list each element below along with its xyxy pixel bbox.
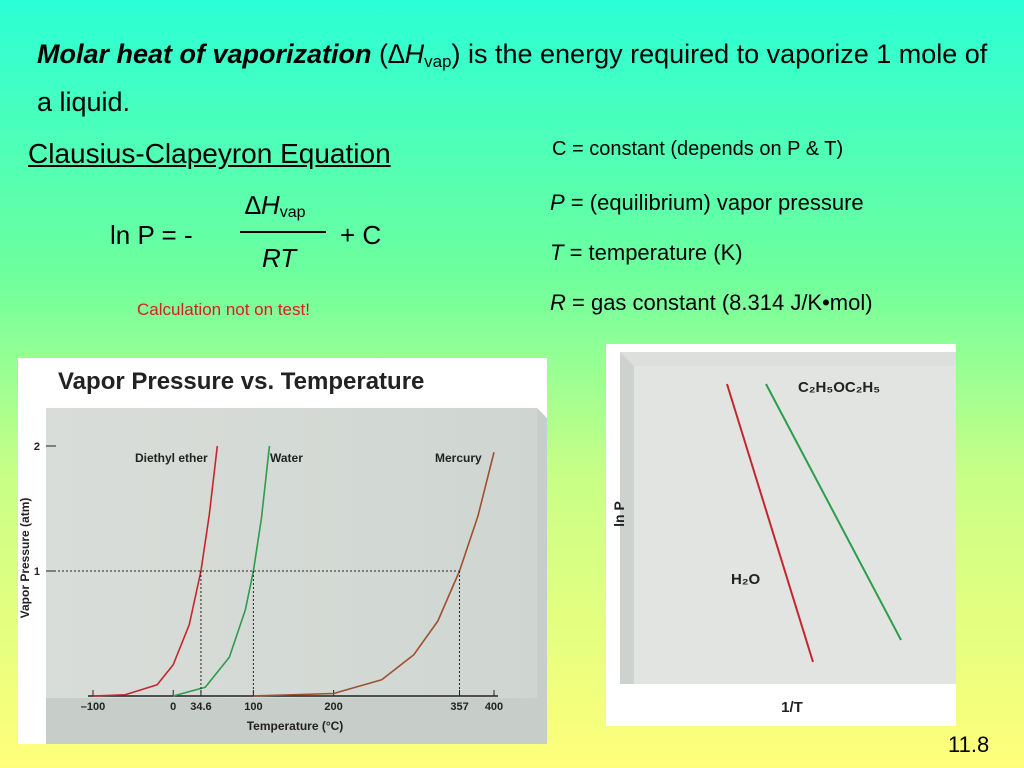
definition-t: T = temperature (K) (550, 240, 743, 266)
definition-symbol: R (550, 290, 566, 315)
series-line-0 (765, 383, 902, 641)
chart-title: Vapor Pressure vs. Temperature (58, 368, 424, 395)
series-label-water: Water (270, 451, 303, 465)
x-tick-label: 0 (170, 701, 176, 713)
x-tick-label: –100 (81, 701, 105, 713)
series-label-water: H₂O (731, 571, 760, 588)
y-tick-label: 2 (34, 441, 40, 453)
equation-title: Clausius-Clapeyron Equation (28, 138, 391, 169)
definition-symbol: T (550, 240, 564, 265)
slide-number: 11.8 (948, 732, 990, 757)
series-line-1 (726, 383, 814, 663)
clausius-clapeyron-equation: ln P = - ∆Hvap RT + C (110, 190, 420, 280)
x-tick-label: 100 (244, 701, 262, 713)
y-tick-label: 1 (34, 566, 40, 578)
equation-rhs: + C (340, 220, 382, 250)
series-line-1 (172, 445, 271, 697)
x-tick-label: 357 (450, 701, 468, 713)
x-tick-label: 34.6 (190, 701, 211, 713)
vapor-pressure-chart: Vapor Pressure vs. Temperature –100 0 34.6… (18, 358, 547, 744)
definition-text: = temperature (K) (563, 240, 743, 265)
definition-r: R = gas constant (8.314 J/K•mol) (550, 290, 873, 316)
equation-numerator-symbol: ∆H (245, 190, 280, 220)
definition-symbol: P (550, 190, 565, 215)
constant-note: C = constant (depends on P & T) (552, 138, 844, 160)
x-axis-label: Temperature (°C) (247, 719, 344, 733)
lnp-vs-inverse-t-chart: C₂H₅OC₂H₅ H₂O ln P 1/T (606, 344, 956, 726)
y-axis-label: Vapor Pressure (atm) (18, 498, 32, 619)
x-tick-label: 200 (324, 701, 342, 713)
series-line-0 (92, 445, 219, 697)
x-axis-label: 1/T (781, 699, 803, 716)
equation-lhs: ln P = - (110, 220, 193, 250)
series-label-ether: Diethyl ether (135, 451, 208, 465)
calculation-note: Calculation not on test! (137, 300, 310, 319)
headline-symbol: ∆H (388, 39, 425, 69)
headline-symbol-sub: vap (424, 52, 452, 71)
lnp-svg: C₂H₅OC₂H₅ H₂O ln P 1/T (606, 344, 956, 726)
equation-denominator: RT (262, 243, 297, 273)
fraction-bar (240, 231, 326, 233)
headline-term: Molar heat of vaporization (37, 39, 372, 69)
headline: Molar heat of vaporization (∆Hvap) is th… (37, 34, 997, 122)
definition-text: = gas constant (8.314 J/K•mol) (565, 290, 873, 315)
series-label-mercury: Mercury (435, 451, 482, 465)
vapor-pressure-svg: Vapor Pressure vs. Temperature –100 0 34.6… (18, 368, 547, 744)
chart-side-wall (620, 352, 634, 684)
definition-text: = (equilibrium) vapor pressure (564, 190, 864, 215)
equation-numerator-sub: vap (279, 204, 306, 221)
chart-plot-area (46, 408, 537, 698)
equation-numerator: ∆Hvap (245, 190, 305, 222)
series-line-2 (253, 452, 495, 697)
headline-rest: ) is the energy required to vaporize 1 m… (37, 39, 988, 117)
x-tick-label: 400 (485, 701, 503, 713)
definition-p: P = (equilibrium) vapor pressure (550, 190, 864, 216)
headline-paren: ( (371, 39, 389, 69)
y-axis-label: ln P (611, 501, 627, 527)
chart-plot-area (634, 366, 956, 684)
series-label-ether: C₂H₅OC₂H₅ (798, 379, 880, 396)
